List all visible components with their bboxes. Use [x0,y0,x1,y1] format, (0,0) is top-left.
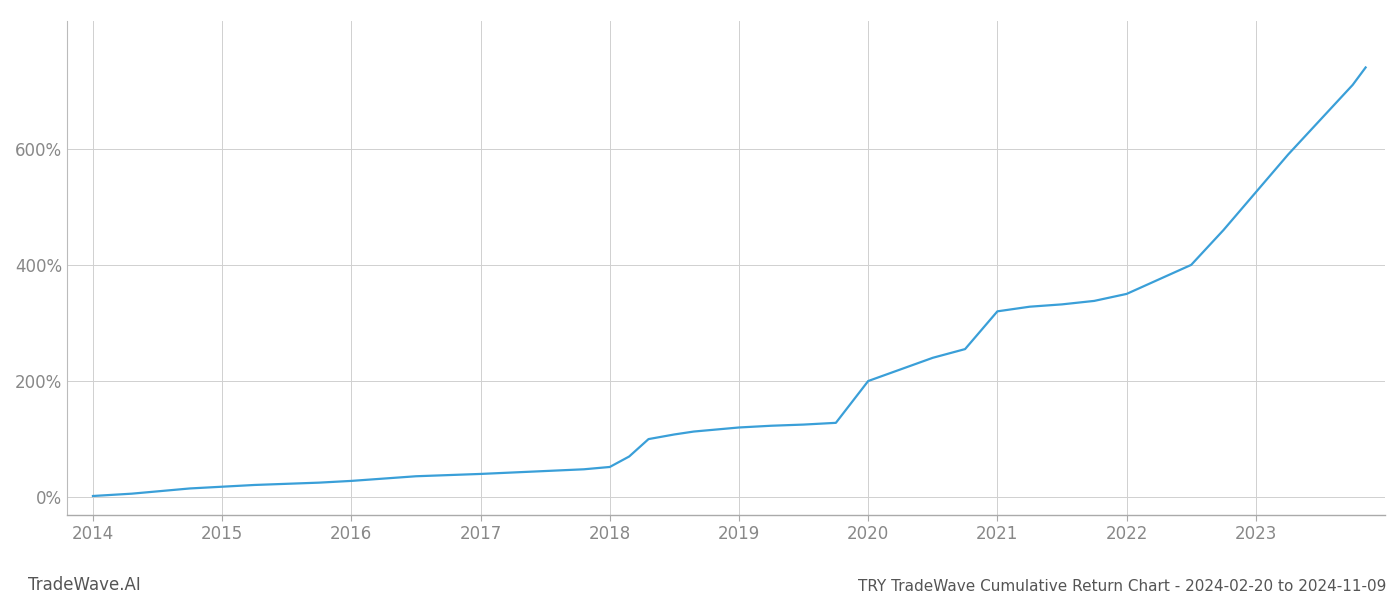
Text: TradeWave.AI: TradeWave.AI [28,576,141,594]
Text: TRY TradeWave Cumulative Return Chart - 2024-02-20 to 2024-11-09: TRY TradeWave Cumulative Return Chart - … [858,579,1386,594]
